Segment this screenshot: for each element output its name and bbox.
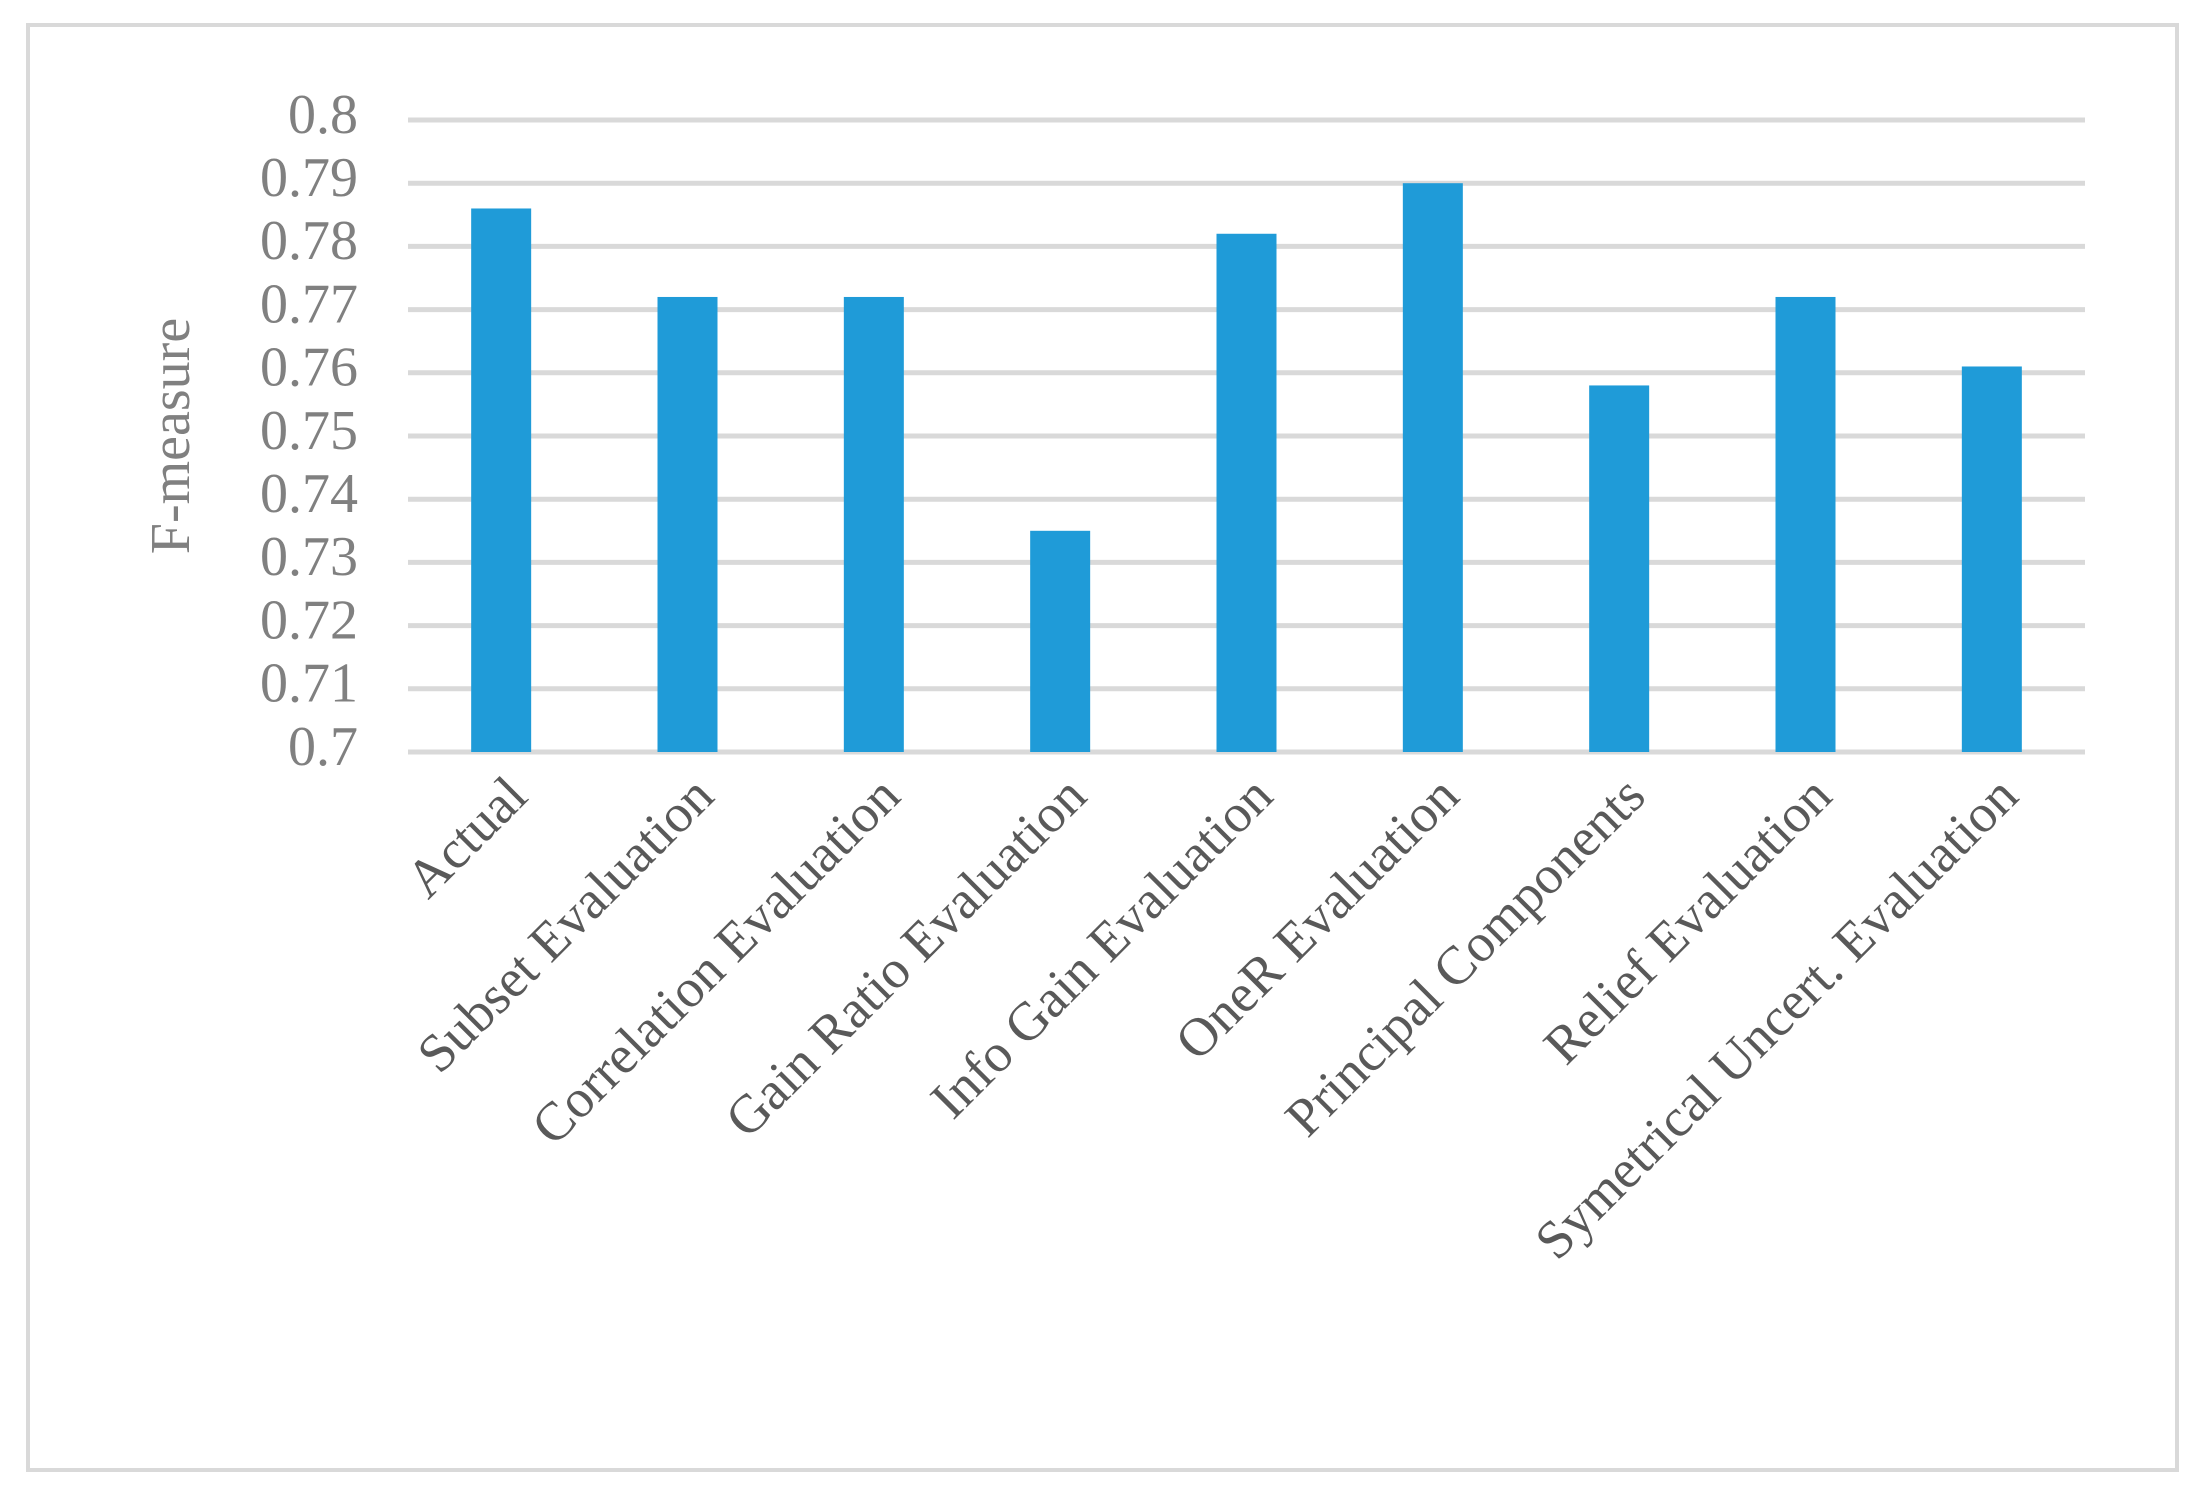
bar	[1030, 530, 1091, 752]
y-tick-label: 0.75	[260, 400, 358, 462]
bar	[1961, 366, 2022, 752]
bar	[1216, 233, 1277, 752]
bar	[657, 296, 718, 752]
y-tick-label: 0.77	[260, 273, 358, 335]
bar	[471, 208, 532, 753]
y-tick-label: 0.78	[260, 210, 358, 272]
y-tick-label: 0.73	[260, 526, 358, 588]
bar	[1589, 385, 1650, 752]
y-tick-label: 0.7	[288, 716, 358, 778]
y-axis-label: F-measure	[140, 318, 202, 554]
y-tick-label: 0.71	[260, 653, 358, 715]
bar	[1775, 296, 1836, 752]
bar	[1402, 183, 1463, 752]
y-tick-label: 0.72	[260, 589, 358, 651]
bar	[843, 296, 904, 752]
y-tick-label: 0.79	[260, 147, 358, 209]
y-tick-label: 0.8	[288, 84, 358, 146]
y-tick-label: 0.74	[260, 463, 358, 525]
y-tick-label: 0.76	[260, 337, 358, 399]
